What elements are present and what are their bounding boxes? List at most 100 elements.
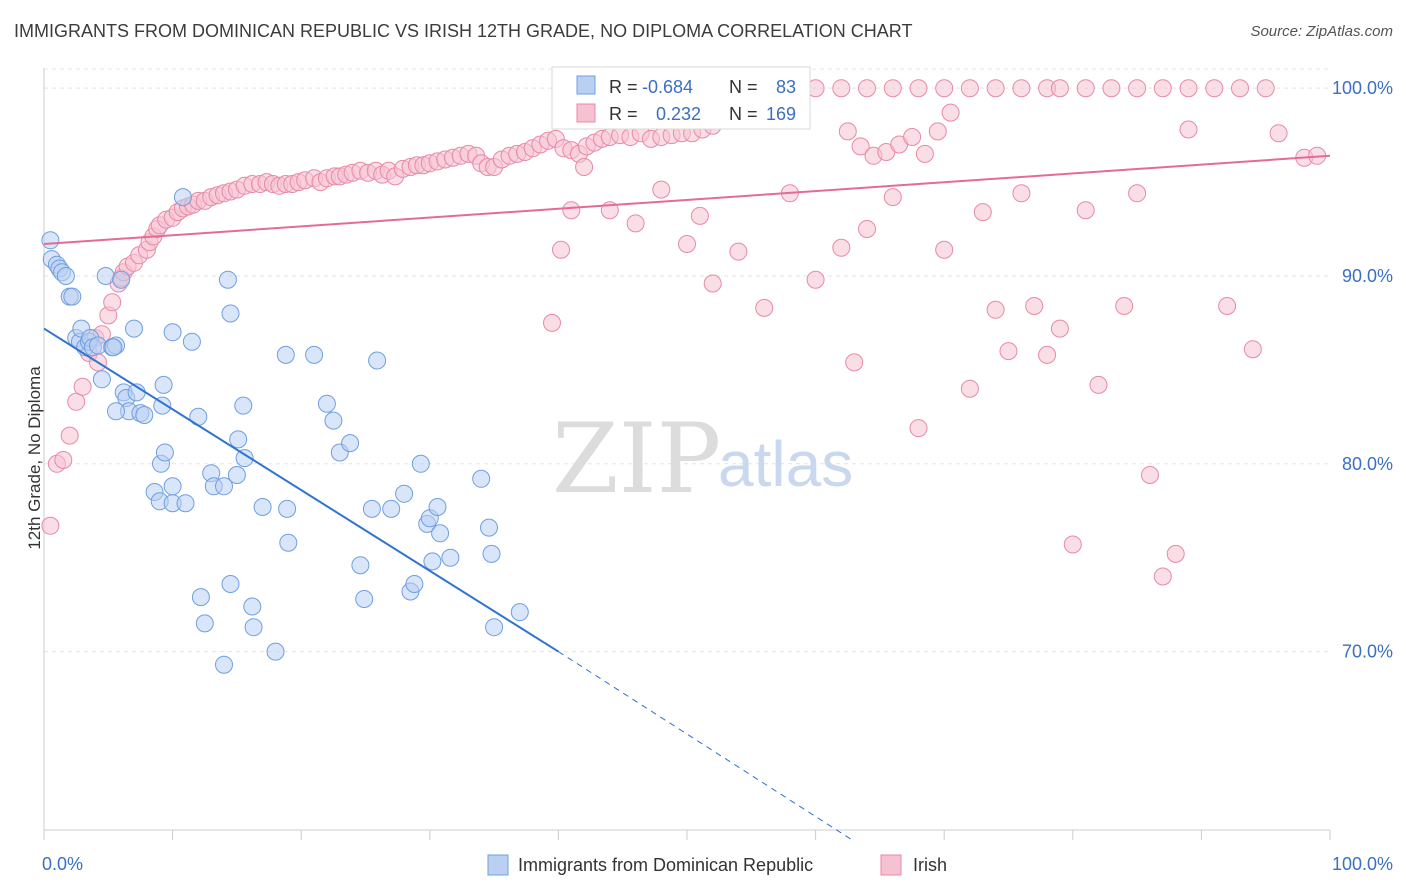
blue-point-68 <box>368 351 387 370</box>
stats-legend-r-label-blue: R = <box>609 77 638 97</box>
pink-point-11 <box>103 293 122 312</box>
blue-point-20 <box>104 338 123 357</box>
blue-point-7 <box>63 287 82 306</box>
blue-point-79 <box>441 548 460 567</box>
stats-legend-n-value-blue: 83 <box>776 77 796 97</box>
pink-point-158 <box>1179 120 1198 139</box>
scatter-points <box>41 79 1327 674</box>
chart-source: Source: ZipAtlas.com <box>1250 23 1393 40</box>
blue-point-17 <box>96 267 115 285</box>
blue-point-69 <box>382 499 401 518</box>
blue-point-61 <box>317 394 336 413</box>
blue-point-53 <box>243 597 262 616</box>
pink-point-108 <box>935 79 954 98</box>
pink-trend-line <box>43 154 1331 246</box>
stats-legend-r-value-pink: 0.232 <box>656 104 701 124</box>
pink-point-152 <box>1089 375 1108 394</box>
x-tick-label-min: 0.0% <box>42 854 83 874</box>
watermark-atlas: atlas <box>718 428 853 500</box>
pink-point-171 <box>928 122 947 141</box>
stats-legend-n-label-blue: N = <box>729 77 758 97</box>
pink-point-159 <box>1218 297 1237 315</box>
blue-point-47 <box>215 655 233 674</box>
pink-point-172 <box>941 103 960 122</box>
pink-point-115 <box>1102 79 1121 98</box>
blue-point-58 <box>278 499 297 518</box>
blue-point-48 <box>221 575 240 593</box>
pink-point-104 <box>832 79 851 98</box>
pink-point-122 <box>543 313 561 332</box>
blue-point-60 <box>305 345 324 364</box>
blue-point-16 <box>92 370 111 389</box>
blue-point-64 <box>341 434 360 453</box>
pink-point-111 <box>1012 79 1031 98</box>
blue-point-5 <box>56 267 75 285</box>
blue-point-51 <box>234 396 253 415</box>
pink-point-128 <box>652 180 671 199</box>
pink-point-140 <box>909 419 928 438</box>
series-legend-swatch-pink <box>880 854 902 876</box>
blue-point-43 <box>195 614 214 633</box>
blue-point-21 <box>112 270 131 289</box>
blue-point-46 <box>215 477 233 496</box>
blue-trend-line <box>43 327 559 653</box>
pink-point-157 <box>1166 544 1185 563</box>
stats-legend-swatch-pink <box>576 103 596 123</box>
blue-point-35 <box>155 443 174 462</box>
blue-point-50 <box>229 430 248 449</box>
blue-point-86 <box>221 304 240 323</box>
pink-point-123 <box>552 240 570 259</box>
stats-legend-r-label-pink: R = <box>609 104 638 124</box>
y-axis-label: 12th Grade, No Diploma <box>25 366 44 550</box>
pink-point-145 <box>999 342 1018 361</box>
pink-point-116 <box>1128 79 1147 98</box>
pink-point-2 <box>54 451 73 469</box>
blue-point-36 <box>163 323 182 342</box>
blue-point-81 <box>480 518 498 537</box>
pink-point-138 <box>858 220 876 238</box>
pink-point-164 <box>838 122 857 141</box>
pink-point-130 <box>690 206 709 225</box>
gridlines <box>44 68 1330 653</box>
blue-point-42 <box>191 588 210 607</box>
blue-point-65 <box>351 556 370 575</box>
pink-point-0 <box>41 516 60 535</box>
pink-point-143 <box>973 203 992 222</box>
blue-point-26 <box>125 319 143 338</box>
pink-point-106 <box>883 79 902 98</box>
blue-point-84 <box>510 603 529 622</box>
pink-point-141 <box>935 240 954 259</box>
pink-point-146 <box>1012 184 1031 203</box>
blue-point-72 <box>405 575 424 593</box>
blue-point-77 <box>428 498 447 516</box>
y-tick-label-1: 90.0% <box>1342 266 1393 286</box>
pink-point-148 <box>1038 345 1057 364</box>
pink-point-125 <box>575 158 594 176</box>
blue-point-56 <box>266 642 285 661</box>
pink-point-137 <box>845 353 864 372</box>
blue-point-78 <box>431 524 450 543</box>
pink-point-144 <box>986 300 1005 319</box>
chart-title: IMMIGRANTS FROM DOMINICAN REPUBLIC VS IR… <box>14 21 913 41</box>
pink-point-132 <box>729 242 748 261</box>
y-tick-label-0: 100.0% <box>1332 78 1393 98</box>
blue-point-29 <box>135 406 154 424</box>
pink-point-3 <box>60 426 79 445</box>
blue-point-76 <box>423 552 442 571</box>
series-legend-label-pink: Irish <box>913 855 947 875</box>
blue-point-85 <box>218 270 237 289</box>
stats-legend-swatch-blue <box>576 75 596 95</box>
pink-point-170 <box>915 144 934 163</box>
pink-point-139 <box>883 188 902 207</box>
series-legend-swatch-blue <box>487 854 509 876</box>
blue-point-83 <box>485 618 504 637</box>
pink-point-142 <box>960 379 979 398</box>
pink-point-5 <box>73 377 92 396</box>
pink-point-149 <box>1050 319 1069 338</box>
pink-point-135 <box>806 270 825 289</box>
blue-point-49 <box>227 466 246 484</box>
y-tick-label-3: 70.0% <box>1342 642 1393 662</box>
blue-trend-extension <box>558 651 855 842</box>
series-legend-label-blue: Immigrants from Dominican Republic <box>518 855 813 875</box>
